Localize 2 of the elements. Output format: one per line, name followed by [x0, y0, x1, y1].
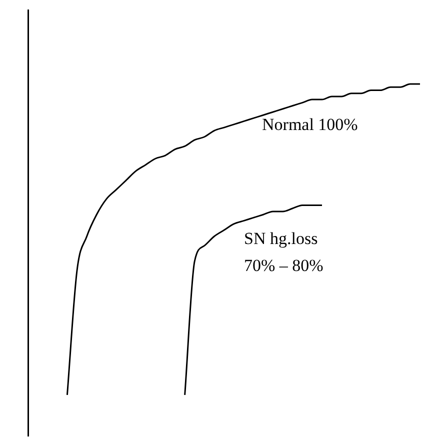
annotation: SN hg.loss 70% – 80% — [244, 229, 324, 275]
annotation: Normal 100% — [262, 115, 358, 134]
